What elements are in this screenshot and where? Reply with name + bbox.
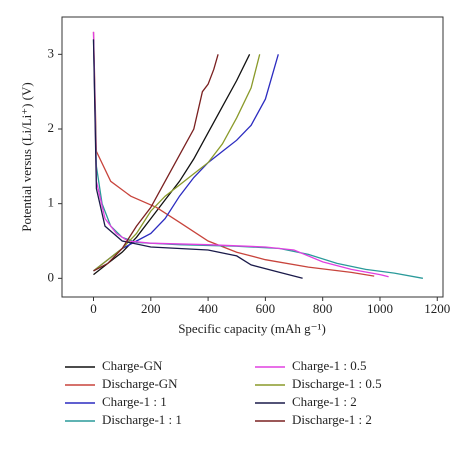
x-tick-label: 1000 — [367, 301, 393, 316]
y-tick-label: 0 — [48, 269, 55, 284]
series-line — [93, 54, 279, 272]
x-tick-label: 600 — [256, 301, 276, 316]
legend-label: Charge-1 : 2 — [292, 394, 357, 409]
series-line — [93, 54, 251, 276]
series-line — [93, 54, 219, 272]
series-line — [92, 31, 389, 278]
legend-label: Charge-1 : 1 — [102, 394, 167, 409]
x-tick-label: 800 — [313, 301, 333, 316]
x-tick-label: 400 — [198, 301, 218, 316]
series-line — [92, 31, 375, 277]
x-tick-label: 1200 — [424, 301, 450, 316]
legend-label: Discharge-1 : 0.5 — [292, 376, 382, 391]
series-line — [92, 39, 424, 279]
plot-frame — [61, 16, 444, 298]
y-tick-label: 2 — [48, 120, 55, 135]
x-axis-label: Specific capacity (mAh g⁻¹) — [178, 321, 326, 336]
legend-label: Discharge-1 : 1 — [102, 412, 182, 427]
legend-label: Charge-1 : 0.5 — [292, 358, 367, 373]
legend-label: Discharge-GN — [102, 376, 178, 391]
legend-label: Discharge-1 : 2 — [292, 412, 372, 427]
x-tick-label: 0 — [90, 301, 97, 316]
y-tick-label: 1 — [48, 195, 55, 210]
legend-label: Charge-GN — [102, 358, 163, 373]
y-tick-label: 3 — [48, 45, 55, 60]
y-axis-label: Potential versus (Li/Li⁺) (V) — [19, 82, 34, 231]
x-tick-label: 200 — [141, 301, 161, 316]
series-line — [92, 39, 303, 279]
